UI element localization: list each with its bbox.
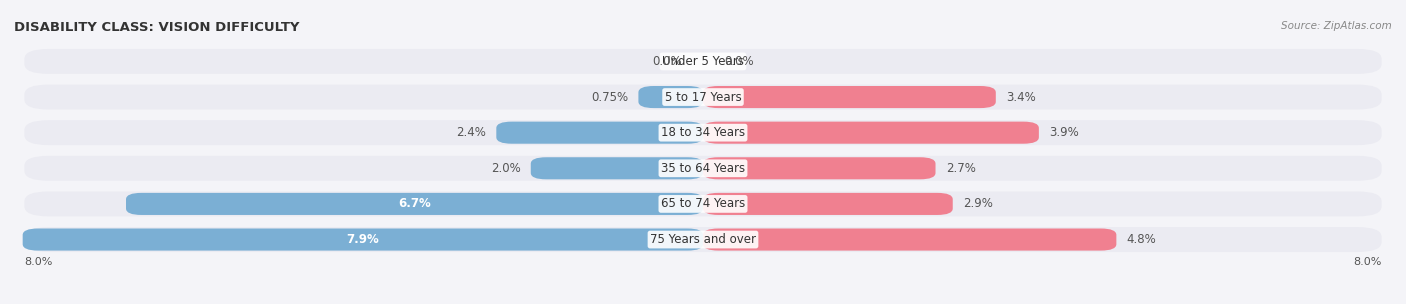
Text: 8.0%: 8.0%: [1353, 257, 1382, 267]
Text: 18 to 34 Years: 18 to 34 Years: [661, 126, 745, 139]
FancyBboxPatch shape: [24, 49, 1382, 74]
Text: 75 Years and over: 75 Years and over: [650, 233, 756, 246]
Text: 8.0%: 8.0%: [24, 257, 53, 267]
FancyBboxPatch shape: [24, 120, 1382, 145]
Text: 5 to 17 Years: 5 to 17 Years: [665, 91, 741, 104]
Text: 7.9%: 7.9%: [346, 233, 380, 246]
FancyBboxPatch shape: [703, 229, 1116, 250]
FancyBboxPatch shape: [24, 192, 1382, 216]
Text: Source: ZipAtlas.com: Source: ZipAtlas.com: [1281, 21, 1392, 31]
Text: 2.0%: 2.0%: [491, 162, 520, 175]
FancyBboxPatch shape: [22, 229, 703, 250]
Text: 2.9%: 2.9%: [963, 197, 993, 210]
Text: 6.7%: 6.7%: [398, 197, 430, 210]
FancyBboxPatch shape: [638, 86, 703, 108]
Text: Under 5 Years: Under 5 Years: [662, 55, 744, 68]
Text: 0.0%: 0.0%: [724, 55, 754, 68]
FancyBboxPatch shape: [703, 86, 995, 108]
FancyBboxPatch shape: [496, 122, 703, 144]
FancyBboxPatch shape: [24, 227, 1382, 252]
Text: 2.7%: 2.7%: [946, 162, 976, 175]
Text: 0.0%: 0.0%: [652, 55, 682, 68]
FancyBboxPatch shape: [703, 157, 935, 179]
FancyBboxPatch shape: [703, 122, 1039, 144]
Text: 2.4%: 2.4%: [456, 126, 486, 139]
Text: 0.75%: 0.75%: [591, 91, 628, 104]
Text: 35 to 64 Years: 35 to 64 Years: [661, 162, 745, 175]
FancyBboxPatch shape: [24, 85, 1382, 109]
Text: 3.9%: 3.9%: [1049, 126, 1078, 139]
FancyBboxPatch shape: [531, 157, 703, 179]
Text: DISABILITY CLASS: VISION DIFFICULTY: DISABILITY CLASS: VISION DIFFICULTY: [14, 21, 299, 34]
Text: 4.8%: 4.8%: [1126, 233, 1157, 246]
FancyBboxPatch shape: [127, 193, 703, 215]
FancyBboxPatch shape: [703, 193, 953, 215]
Text: 65 to 74 Years: 65 to 74 Years: [661, 197, 745, 210]
Text: 3.4%: 3.4%: [1007, 91, 1036, 104]
FancyBboxPatch shape: [24, 156, 1382, 181]
